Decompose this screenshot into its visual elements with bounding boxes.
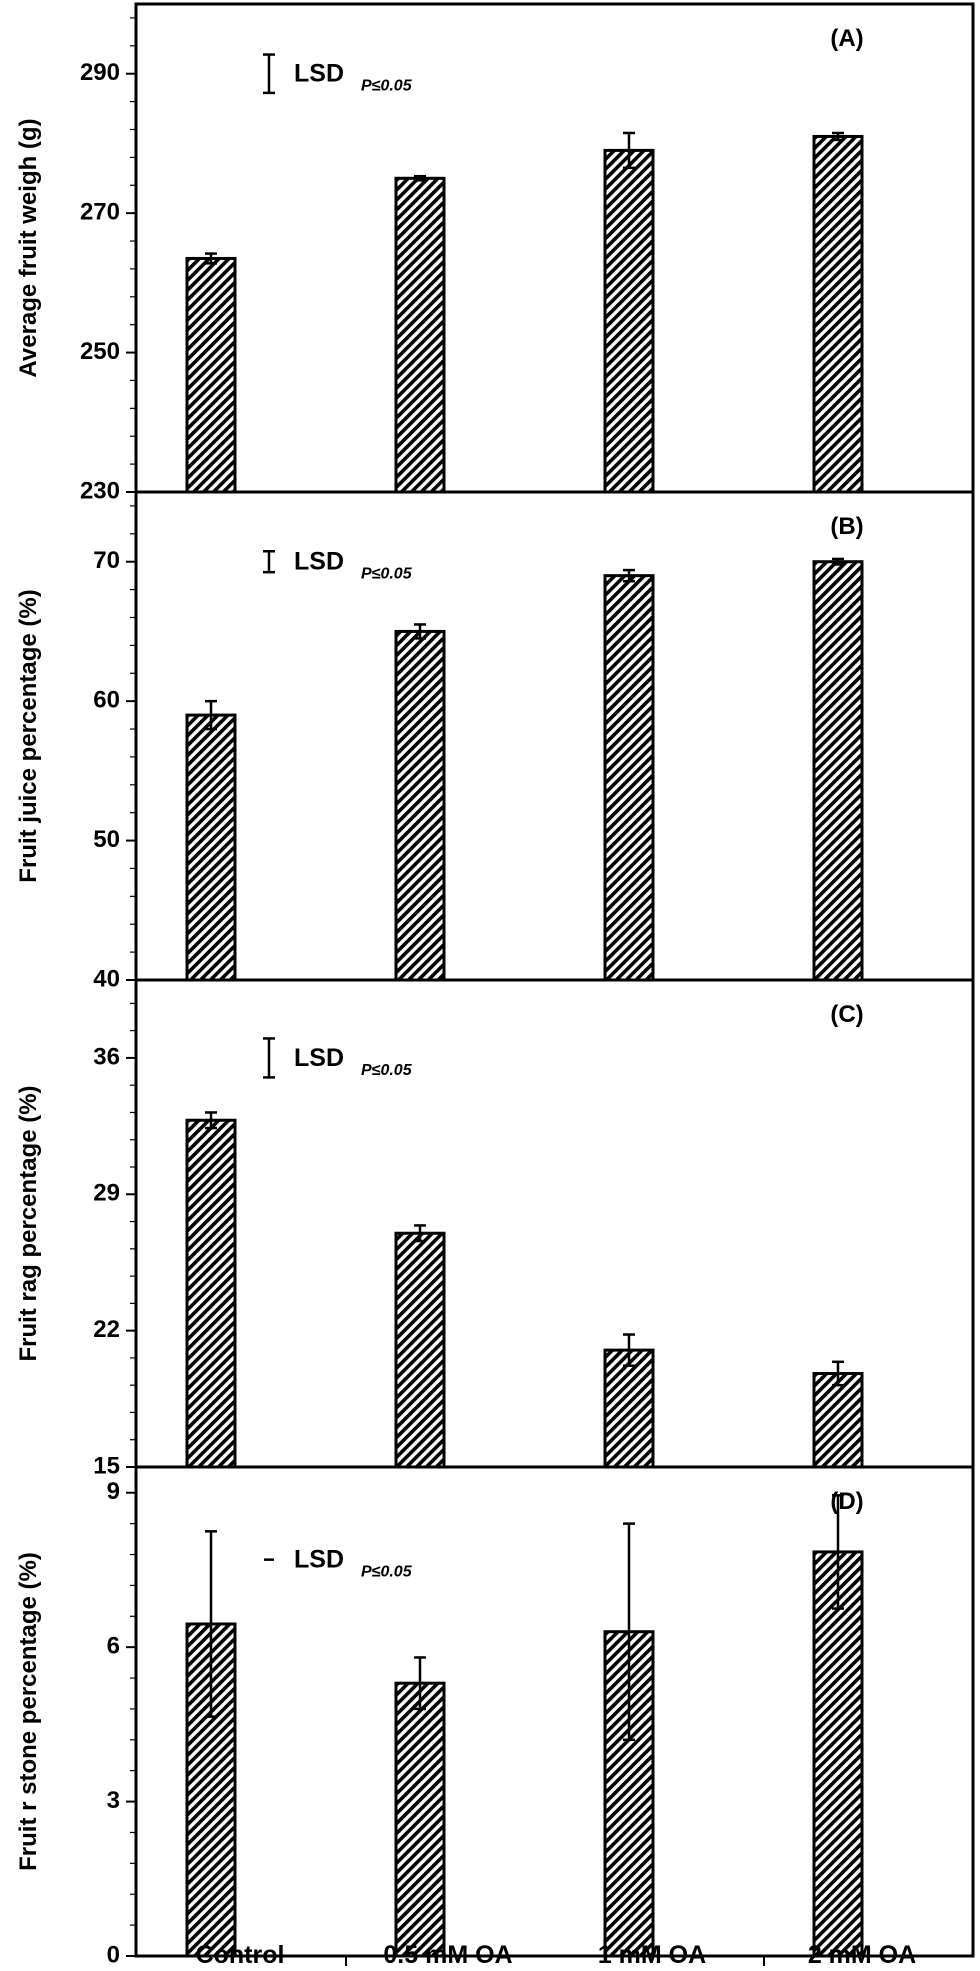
panel-a-lsd-bar [263,53,275,95]
panel-b-ytick-label: 60 [93,686,120,713]
panel-d-ytick-label: 9 [107,1478,120,1505]
panel-c-ylabel: Fruit rag percentage (%) [15,1085,42,1361]
panel-c-error-bar [414,1224,426,1243]
panel-c-bar [603,1348,655,1469]
panel-a-bar [603,148,655,494]
panel-c-bar [394,1231,446,1469]
panel-d: Fruit r stone percentage (%) (D) LSD P≤0… [15,1465,975,1968]
panel-c-ytick-label: 29 [93,1180,120,1207]
panel-a-ytick-label: 290 [80,59,120,86]
panel-b-ytick-label: 50 [93,826,120,853]
panel-a-error-bar [414,174,426,182]
panel-b-ylabel: Fruit juice percentage (%) [15,589,42,882]
panel-d-frame [134,1465,975,1958]
panel-b-error-bar [414,623,426,640]
x-category-label: 1 mM OA [598,1941,706,1969]
panel-a-label: (A) [830,25,863,52]
panel-a-ytick-label: 250 [80,338,120,365]
panel-c-ytick-label: 22 [93,1316,120,1343]
panel-d-error-bar [623,1522,635,1742]
panel-d-bar [394,1681,446,1958]
panel-d-bar [812,1550,864,1958]
panel-a-error-bar [205,252,217,265]
x-category-label: 2 mM OA [808,1941,916,1969]
panel-c-ytick-label: 15 [93,1452,120,1479]
panel-d-label: (D) [830,1488,863,1515]
panel-c-label: (C) [830,1001,863,1028]
panel-b-error-bar [832,557,844,566]
panel-a-ylabel: Average fruit weigh (g) [15,118,42,377]
panel-d-ytick-label: 6 [107,1633,120,1660]
panel-b-bar [185,713,237,982]
panel-a: Average fruit weigh (g) (A) LSD P≤0.05 2… [15,2,975,504]
x-axis-labels: Control 0.5 mM OA 1 mM OA 2 mM OA [196,1941,917,1969]
panel-a-bar [812,134,864,494]
panel-d-ylabel: Fruit r stone percentage (%) [15,1552,42,1871]
panel-a-bar [394,176,446,494]
x-category-label: 0.5 mM OA [383,1941,512,1969]
panel-a-ytick-label: 270 [80,198,120,225]
panel-d-ytick-label: 0 [107,1941,120,1968]
panel-c-lsd-label: LSD [294,1044,344,1072]
panel-b-ytick-label: 40 [93,965,120,992]
panel-d-error-bar [832,1494,844,1610]
panel-d-ytick-label: 3 [107,1787,120,1814]
panel-d-lsd-label: LSD [294,1546,344,1574]
panel-b-lsd-label: LSD [294,548,344,576]
panel-b-bar [812,560,864,982]
panel-a-lsd-subscript: P≤0.05 [361,78,413,95]
panel-a-error-bar [832,131,844,142]
panel-b-lsd-bar [263,550,275,574]
panel-a-ytick-label: 230 [80,477,120,504]
panel-b-ytick-label: 70 [93,547,120,574]
panel-a-bar [185,256,237,494]
panel-b-bar [394,629,446,982]
panel-d-error-bar [414,1656,426,1711]
x-category-label: Control [196,1941,285,1969]
panel-a-error-bar [623,131,635,170]
panel-b-error-bar [623,568,635,583]
panel-d-error-bar [205,1530,217,1718]
panel-b-lsd-subscript: P≤0.05 [361,566,413,583]
panel-c-lsd-subscript: P≤0.05 [361,1062,413,1079]
panel-c-error-bar [623,1333,635,1367]
panel-c-ytick-label: 36 [93,1043,120,1070]
panel-c-lsd-bar [263,1037,275,1079]
panel-b-error-bar [205,699,217,731]
panel-d-lsd-subscript: P≤0.05 [361,1564,413,1581]
panel-c-error-bar [205,1111,217,1130]
panel-b: Fruit juice percentage (%) (B) LSD P≤0.0… [15,490,975,992]
panel-a-lsd-label: LSD [294,60,344,88]
panel-c-bar [812,1371,864,1469]
panel-b-bar [603,574,655,982]
panel-c-bar [185,1118,237,1469]
panel-c: Fruit rag percentage (%) (C) LSD P≤0.05 … [15,978,975,1479]
panel-b-label: (B) [830,513,863,540]
panel-c-error-bar [832,1360,844,1387]
